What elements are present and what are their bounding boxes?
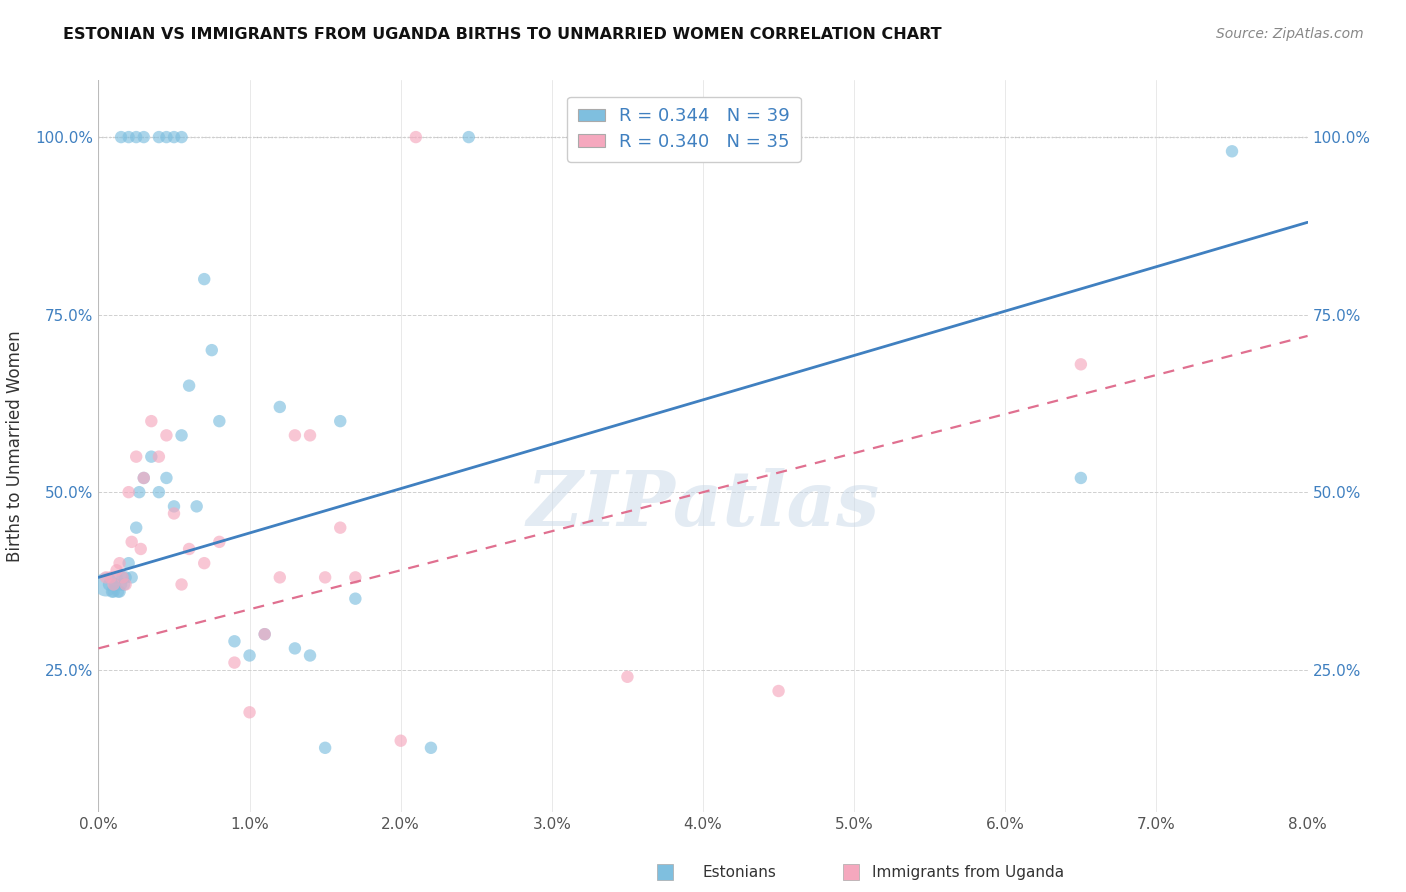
Point: [118, 556, 141, 570]
Point: [148, 485, 170, 500]
Point: [224, 634, 246, 648]
Point: [110, 577, 132, 591]
Point: [125, 450, 148, 464]
Point: [107, 584, 129, 599]
Point: [253, 627, 276, 641]
Y-axis label: Births to Unmarried Women: Births to Unmarried Women: [7, 330, 24, 562]
Point: [132, 130, 155, 145]
Point: [208, 534, 231, 549]
Text: ZIPatlas: ZIPatlas: [526, 467, 880, 541]
Point: [121, 534, 143, 549]
Point: [141, 450, 163, 464]
Point: [129, 541, 152, 556]
Point: [111, 570, 134, 584]
Legend: R = 0.344   N = 39, R = 0.340   N = 35: R = 0.344 N = 39, R = 0.340 N = 35: [567, 96, 801, 161]
Point: [253, 627, 276, 641]
Point: [329, 414, 352, 428]
Point: [314, 740, 336, 755]
Point: [155, 428, 177, 442]
Point: [299, 648, 322, 663]
Point: [132, 471, 155, 485]
Point: [94, 570, 117, 584]
Point: [163, 130, 186, 145]
Point: [839, 864, 862, 879]
Point: [420, 740, 443, 755]
Point: [105, 563, 128, 577]
Point: [112, 577, 135, 591]
Point: [155, 471, 177, 485]
Point: [94, 577, 117, 591]
Point: [111, 570, 134, 584]
Point: [118, 485, 141, 500]
Point: [98, 577, 121, 591]
Text: Estonians: Estonians: [703, 865, 778, 880]
Point: [163, 507, 186, 521]
Point: [100, 570, 122, 584]
Point: [1070, 357, 1092, 371]
Point: [329, 521, 352, 535]
Point: [616, 670, 638, 684]
Point: [224, 656, 246, 670]
Text: Immigrants from Uganda: Immigrants from Uganda: [872, 865, 1064, 880]
Point: [269, 400, 291, 414]
Text: ESTONIAN VS IMMIGRANTS FROM UGANDA BIRTHS TO UNMARRIED WOMEN CORRELATION CHART: ESTONIAN VS IMMIGRANTS FROM UGANDA BIRTH…: [63, 27, 942, 42]
Point: [108, 584, 131, 599]
Point: [179, 378, 201, 392]
Text: Source: ZipAtlas.com: Source: ZipAtlas.com: [1216, 27, 1364, 41]
Point: [1220, 145, 1243, 159]
Point: [148, 450, 170, 464]
Point: [768, 684, 790, 698]
Point: [148, 130, 170, 145]
Point: [170, 130, 193, 145]
Point: [114, 577, 136, 591]
Point: [170, 428, 193, 442]
Point: [114, 570, 136, 584]
Point: [344, 591, 367, 606]
Point: [314, 570, 336, 584]
Point: [155, 130, 177, 145]
Point: [121, 570, 143, 584]
Point: [128, 485, 150, 500]
Point: [193, 272, 215, 286]
Point: [405, 130, 427, 145]
Point: [269, 570, 291, 584]
Point: [284, 641, 307, 656]
Point: [457, 130, 479, 145]
Point: [108, 556, 131, 570]
Point: [101, 584, 124, 599]
Point: [103, 584, 125, 599]
Point: [344, 570, 367, 584]
Point: [284, 428, 307, 442]
Point: [208, 414, 231, 428]
Point: [103, 577, 125, 591]
Point: [201, 343, 224, 358]
Point: [163, 500, 186, 514]
Point: [1070, 471, 1092, 485]
Point: [654, 864, 676, 879]
Point: [141, 414, 163, 428]
Point: [104, 577, 127, 591]
Point: [132, 471, 155, 485]
Point: [186, 500, 208, 514]
Point: [299, 428, 322, 442]
Point: [389, 733, 412, 747]
Point: [110, 130, 132, 145]
Point: [170, 577, 193, 591]
Point: [239, 706, 262, 720]
Point: [125, 130, 148, 145]
Point: [125, 521, 148, 535]
Point: [193, 556, 215, 570]
Point: [239, 648, 262, 663]
Point: [118, 130, 141, 145]
Point: [179, 541, 201, 556]
Point: [105, 570, 128, 584]
